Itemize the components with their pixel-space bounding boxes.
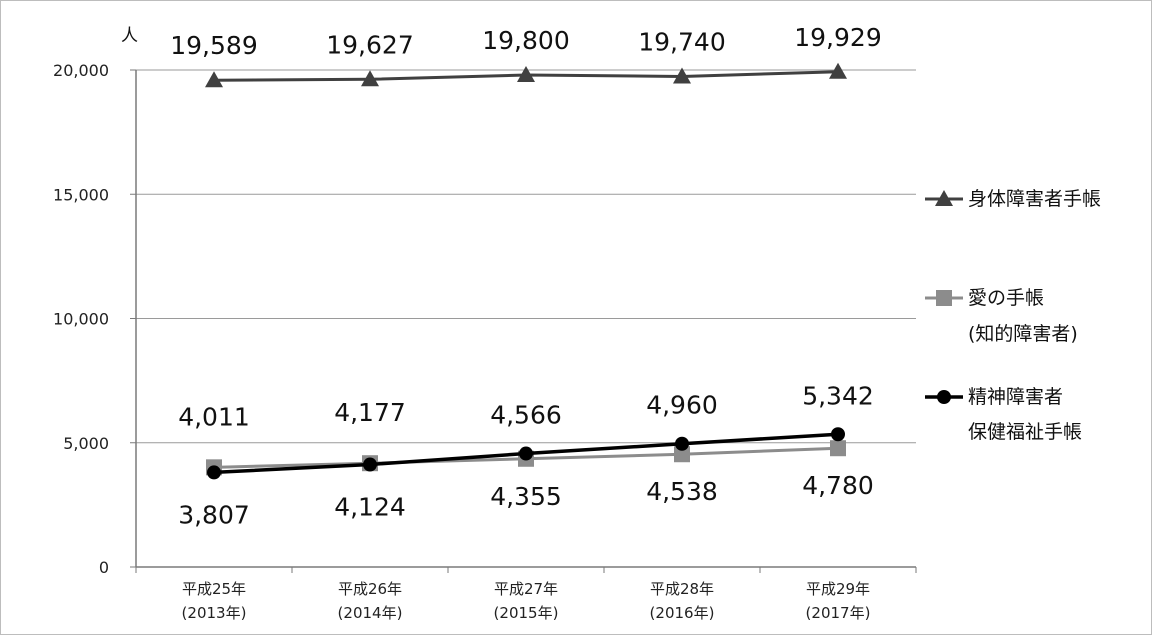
data-label: 19,589: [170, 31, 257, 60]
x-tick-label: 平成26年: [338, 580, 402, 598]
data-label: 5,342: [802, 381, 874, 410]
series: [205, 62, 847, 480]
data-label: 4,538: [646, 477, 718, 506]
triangle-marker: [935, 190, 953, 206]
data-label: 19,627: [326, 30, 413, 59]
data-label: 3,807: [178, 500, 250, 529]
y-tick-label: 10,000: [53, 310, 109, 329]
data-label: 4,011: [178, 402, 250, 431]
triangle-marker: [673, 67, 691, 84]
y-tick-label: 5,000: [63, 434, 109, 453]
x-tick-label: (2017年): [806, 604, 871, 622]
triangle-marker: [361, 70, 379, 87]
y-tick-label: 0: [99, 558, 109, 577]
data-label: 19,740: [638, 27, 725, 56]
square-marker: [674, 446, 690, 463]
gridlines: [136, 69, 916, 444]
square-marker: [936, 290, 952, 306]
circle-marker: [519, 446, 533, 461]
y-tick-label: 20,000: [53, 61, 109, 80]
legend-label: 愛の手帳: [968, 287, 1044, 309]
square-marker: [830, 440, 846, 457]
axes: 0 5,000 10,000 15,000 20,000 平成25年 (2013年) 平成26…: [53, 26, 917, 622]
data-label: 19,929: [794, 23, 881, 52]
legend-label: 精神障害者: [968, 386, 1063, 408]
x-tick-label: (2016年): [650, 604, 715, 622]
circle-marker: [937, 390, 951, 404]
data-label: 4,566: [490, 401, 562, 430]
data-label: 4,124: [334, 493, 406, 522]
data-label: 4,355: [490, 482, 562, 511]
data-labels: 19,589 19,627 19,800 19,740 19,929 4,011 4,177…: [170, 23, 881, 530]
circle-marker: [363, 457, 377, 472]
data-label: 4,780: [802, 471, 874, 500]
triangle-marker: [517, 65, 535, 82]
triangle-marker: [205, 71, 223, 88]
x-tick-label: (2013年): [182, 604, 247, 622]
data-label: 4,960: [646, 391, 718, 420]
x-tick-label: 平成27年: [494, 580, 558, 598]
x-tick-label: 平成29年: [806, 580, 870, 598]
circle-marker: [831, 427, 845, 442]
circle-marker: [675, 436, 689, 451]
triangle-marker: [829, 62, 847, 79]
legend-label: 保健福祉手帳: [968, 421, 1082, 443]
legend-label: 身体障害者手帳: [968, 188, 1101, 210]
y-unit-label: 人: [121, 26, 138, 46]
x-tick-label: (2015年): [494, 604, 559, 622]
x-tick-label: 平成25年: [182, 580, 246, 598]
data-label: 19,800: [482, 26, 569, 55]
legend-label: (知的障害者): [968, 323, 1078, 345]
data-label: 4,177: [334, 398, 406, 427]
circle-marker: [207, 465, 221, 480]
x-tick-label: (2014年): [338, 604, 403, 622]
x-tick-label: 平成28年: [650, 580, 714, 598]
y-tick-label: 15,000: [53, 185, 109, 204]
